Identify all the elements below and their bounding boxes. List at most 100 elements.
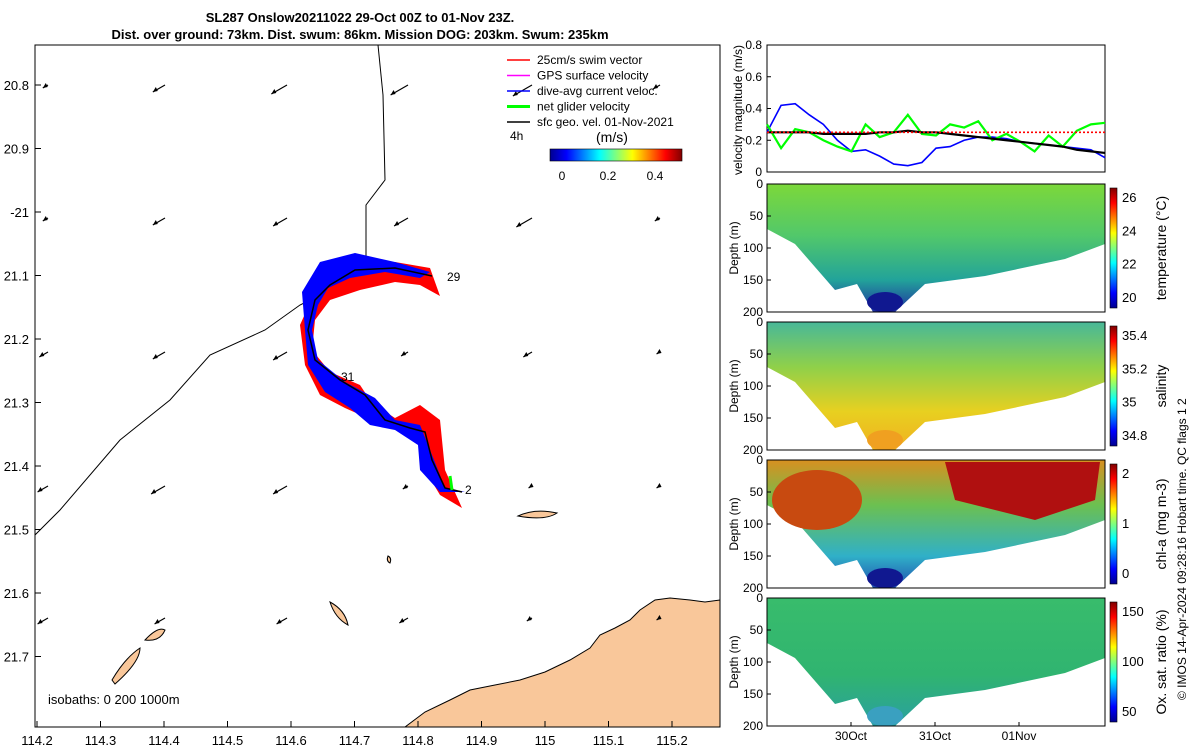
section-ytick-label: 50 [750,209,764,223]
geostrophic-arrowhead [37,619,43,624]
section-colorbar-tick: 34.8 [1122,428,1147,443]
section-ytick-label: 100 [743,241,763,255]
section-ytick-label: 200 [743,305,763,319]
geostrophic-arrowhead [654,216,660,221]
section-colorbar [1109,463,1118,585]
day-label-31: 31 [341,370,355,384]
geostrophic-arrowhead [152,220,158,225]
section-colorbar-tick: 150 [1122,604,1144,619]
section-ylabel: Depth (m) [727,497,741,550]
section-ytick-label: 0 [756,591,763,605]
section-colorbar-label: temperature (°C) [1153,196,1169,300]
section-colorbar-label: Ox. sat. ratio (%) [1153,609,1169,714]
colorbar-tick: 0.4 [647,169,664,183]
scale-label: 4h [510,129,523,143]
section-colorbar-tick: 35.4 [1122,328,1147,343]
section-colorbar-tick: 24 [1122,223,1136,238]
section-ylabel: Depth (m) [727,359,741,412]
map-legend: 25cm/s swim vector GPS surface velocitydi… [507,53,683,183]
geostrophic-arrowhead [526,616,532,621]
geostrophic-arrows [37,83,662,625]
geostrophic-arrowhead [656,615,662,620]
section-deep-patch [867,292,903,312]
isobath-legend: isobaths: 0 200 1000m [48,692,180,707]
map-ticks: 114.2 114.3 114.4 114.5 114.6 114.7 114.8 114.9… [4,78,688,748]
map-ytick-label: -21 [10,205,29,220]
glider-track [307,267,463,493]
geostrophic-arrowhead [656,349,662,354]
section-panel: 0 50 100 150 200 Depth (m) 50 100 150 Ox. sat. ra… [727,591,1169,743]
map-xtick-label: 115.1 [593,733,625,748]
legend-label: dive-avg current veloc. [537,84,658,98]
section-high-patch [772,470,862,530]
section-colorbar-tick: 22 [1122,257,1136,272]
net-velocity-marker [448,475,454,491]
colorbar-unit-label: (m/s) [596,129,628,145]
map-xtick-label: 114.5 [212,733,244,748]
section-ytick-label: 50 [750,623,764,637]
velocity-ytick-label: 0.4 [745,102,762,116]
velocity-ytick-label: 0.8 [745,38,762,52]
section-ytick-label: 100 [743,517,763,531]
geostrophic-arrowhead [523,352,529,357]
geostrophic-arrowhead [151,489,157,494]
figure-title-line2: Dist. over ground: 73km. Dist. swum: 86k… [111,27,609,42]
section-colorbar-tick: 50 [1122,704,1136,719]
section-ytick-label: 100 [743,379,763,393]
velocity-ytick-label: 0.2 [745,133,762,147]
section-colorbar-tick: 1 [1122,516,1129,531]
geostrophic-arrowhead [154,619,160,624]
geostrophic-arrowhead [656,483,662,488]
velocity-panel: 0 0.2 0.4 0.6 0.8 velocity magnitude (m/s) [731,38,1106,179]
section-ytick-label: 50 [750,485,764,499]
section-xtick-label: 31Oct [919,729,952,743]
geostrophic-arrowhead [273,489,279,494]
colorbar-tick: 0.2 [600,169,617,183]
section-deep-patch [867,430,903,450]
map-xtick-label: 114.7 [339,733,371,748]
map-xtick-label: 115.2 [656,733,688,748]
section-ytick-label: 150 [743,411,763,425]
island [516,510,559,519]
island [111,647,141,685]
map-xtick-label: 114.2 [21,733,53,748]
map-ytick-label: 21.5 [4,523,29,538]
section-ytick-label: 200 [743,719,763,733]
map-ytick-label: 21.3 [4,396,29,411]
section-colorbar [1109,601,1118,723]
legend-label: net glider velocity [537,100,630,114]
map-xtick-label: 114.4 [148,733,180,748]
section-colorbar-tick: 35.2 [1122,361,1147,376]
island [386,555,392,564]
geostrophic-arrowhead [512,91,518,96]
map-axes-frame [34,44,721,728]
legend-label: GPS surface velocity [537,69,648,83]
geostrophic-arrowhead [528,483,534,488]
map-xtick-label: 114.3 [85,733,117,748]
section-ylabel: Depth (m) [727,221,741,274]
figure-title-line1: SL287 Onslow20211022 29-Oct 00Z to 01-No… [205,10,515,25]
section-colorbar [1109,325,1118,447]
colorbar-tick: 0 [559,169,566,183]
velocity-ytick-label: 0 [755,165,762,179]
velocity-ylabel: velocity magnitude (m/s) [731,45,745,175]
map-ytick-label: 20.8 [4,78,29,93]
section-colorbar-label: chl-a (mg m-3) [1153,478,1169,569]
section-ytick-label: 50 [750,347,764,361]
section-colorbar-tick: 100 [1122,654,1144,669]
map-ytick-label: 21.2 [4,332,29,347]
section-ytick-label: 100 [743,655,763,669]
island [329,600,349,626]
section-ytick-label: 0 [756,453,763,467]
isobath-200m [35,45,386,536]
map-xtick-label: 115 [535,733,556,748]
section-deep-patch [867,568,903,588]
current-band [302,253,465,492]
imos-credit: © IMOS 14-Apr-2024 09:28:16 Hobart time.… [1175,398,1189,700]
geostrophic-arrowhead [402,484,408,489]
geostrophic-arrowhead [273,221,279,226]
section-colorbar-tick: 20 [1122,290,1136,305]
section-high-patch [945,462,1100,520]
geostrophic-arrowhead [273,355,279,360]
